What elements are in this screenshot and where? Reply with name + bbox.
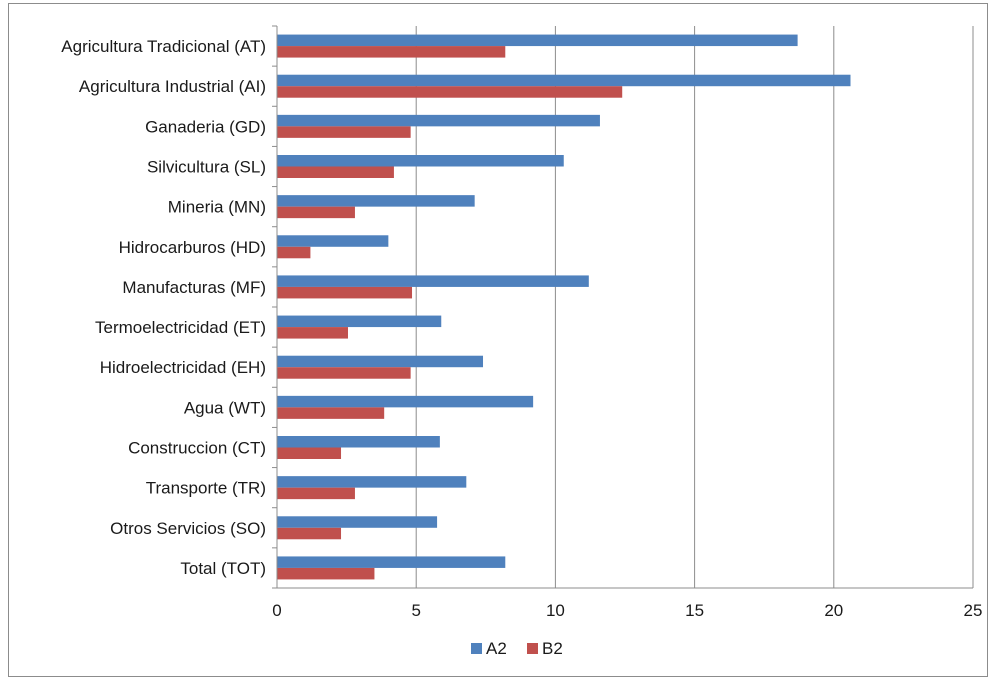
x-tick-label: 20 xyxy=(824,601,843,620)
legend-label-b2: B2 xyxy=(542,639,563,658)
legend: A2 B2 xyxy=(471,639,563,658)
category-label: Termoelectricidad (ET) xyxy=(95,318,266,337)
bar-b2 xyxy=(277,487,355,500)
bar-a2 xyxy=(277,556,506,568)
bar-a2 xyxy=(277,235,389,247)
category-label: Ganaderia (GD) xyxy=(145,117,266,136)
category-label: Agricultura Tradicional (AT) xyxy=(61,37,266,56)
x-tick-label: 15 xyxy=(685,601,704,620)
bar-a2 xyxy=(277,275,589,287)
bar-b2 xyxy=(277,46,506,58)
bar-a2 xyxy=(277,155,564,167)
bar-b2 xyxy=(277,86,623,98)
bar-a2 xyxy=(277,516,438,528)
chart-frame: Agricultura Tradicional (AT) Agricultura … xyxy=(8,3,988,677)
category-label: Transporte (TR) xyxy=(146,479,266,498)
x-tick-label: 10 xyxy=(546,601,565,620)
bar-b2 xyxy=(277,407,385,419)
bar-b2 xyxy=(277,567,375,580)
axes xyxy=(276,26,973,589)
bar-b2 xyxy=(277,166,394,178)
bar-a2 xyxy=(277,395,534,408)
category-label: Agua (WT) xyxy=(184,398,266,417)
category-label: Agricultura Industrial (AI) xyxy=(79,77,266,96)
bar-a2 xyxy=(277,74,851,87)
x-tick-label: 25 xyxy=(964,601,983,620)
category-label: Hidrocarburos (HD) xyxy=(119,238,266,257)
bar-a2 xyxy=(277,114,600,127)
bar-a2 xyxy=(277,436,440,448)
bar-b2 xyxy=(277,367,411,379)
bar-a2 xyxy=(277,355,484,368)
bar-b2 xyxy=(277,447,342,459)
bars xyxy=(277,34,851,580)
category-label: Total (TOT) xyxy=(180,559,266,578)
legend-swatch-b2 xyxy=(527,643,538,654)
category-label: Silvicultura (SL) xyxy=(147,158,266,177)
gridlines xyxy=(415,26,974,588)
bar-b2 xyxy=(277,527,342,540)
legend-swatch-a2 xyxy=(471,643,482,654)
x-tick-label: 5 xyxy=(411,601,420,620)
x-tick-label: 0 xyxy=(272,601,281,620)
category-labels: Agricultura Tradicional (AT) Agricultura … xyxy=(61,25,277,589)
bar-chart: Agricultura Tradicional (AT) Agricultura … xyxy=(61,25,982,658)
bar-b2 xyxy=(277,286,413,299)
category-label: Otros Servicios (SO) xyxy=(110,519,266,538)
category-label: Construccion (CT) xyxy=(128,439,266,458)
bar-b2 xyxy=(277,206,355,219)
bar-a2 xyxy=(277,476,467,488)
category-label: Manufacturas (MF) xyxy=(122,278,266,297)
bar-b2 xyxy=(277,246,311,259)
bar-a2 xyxy=(277,315,442,328)
bar-a2 xyxy=(277,195,475,207)
bar-b2 xyxy=(277,327,348,339)
category-label: Hidroelectricidad (EH) xyxy=(100,358,266,377)
bar-b2 xyxy=(277,126,411,138)
legend-label-a2: A2 xyxy=(486,639,507,658)
category-label: Mineria (MN) xyxy=(168,198,266,217)
x-tick-labels: 0 5 10 15 20 25 xyxy=(272,601,982,620)
bar-a2 xyxy=(277,34,798,47)
